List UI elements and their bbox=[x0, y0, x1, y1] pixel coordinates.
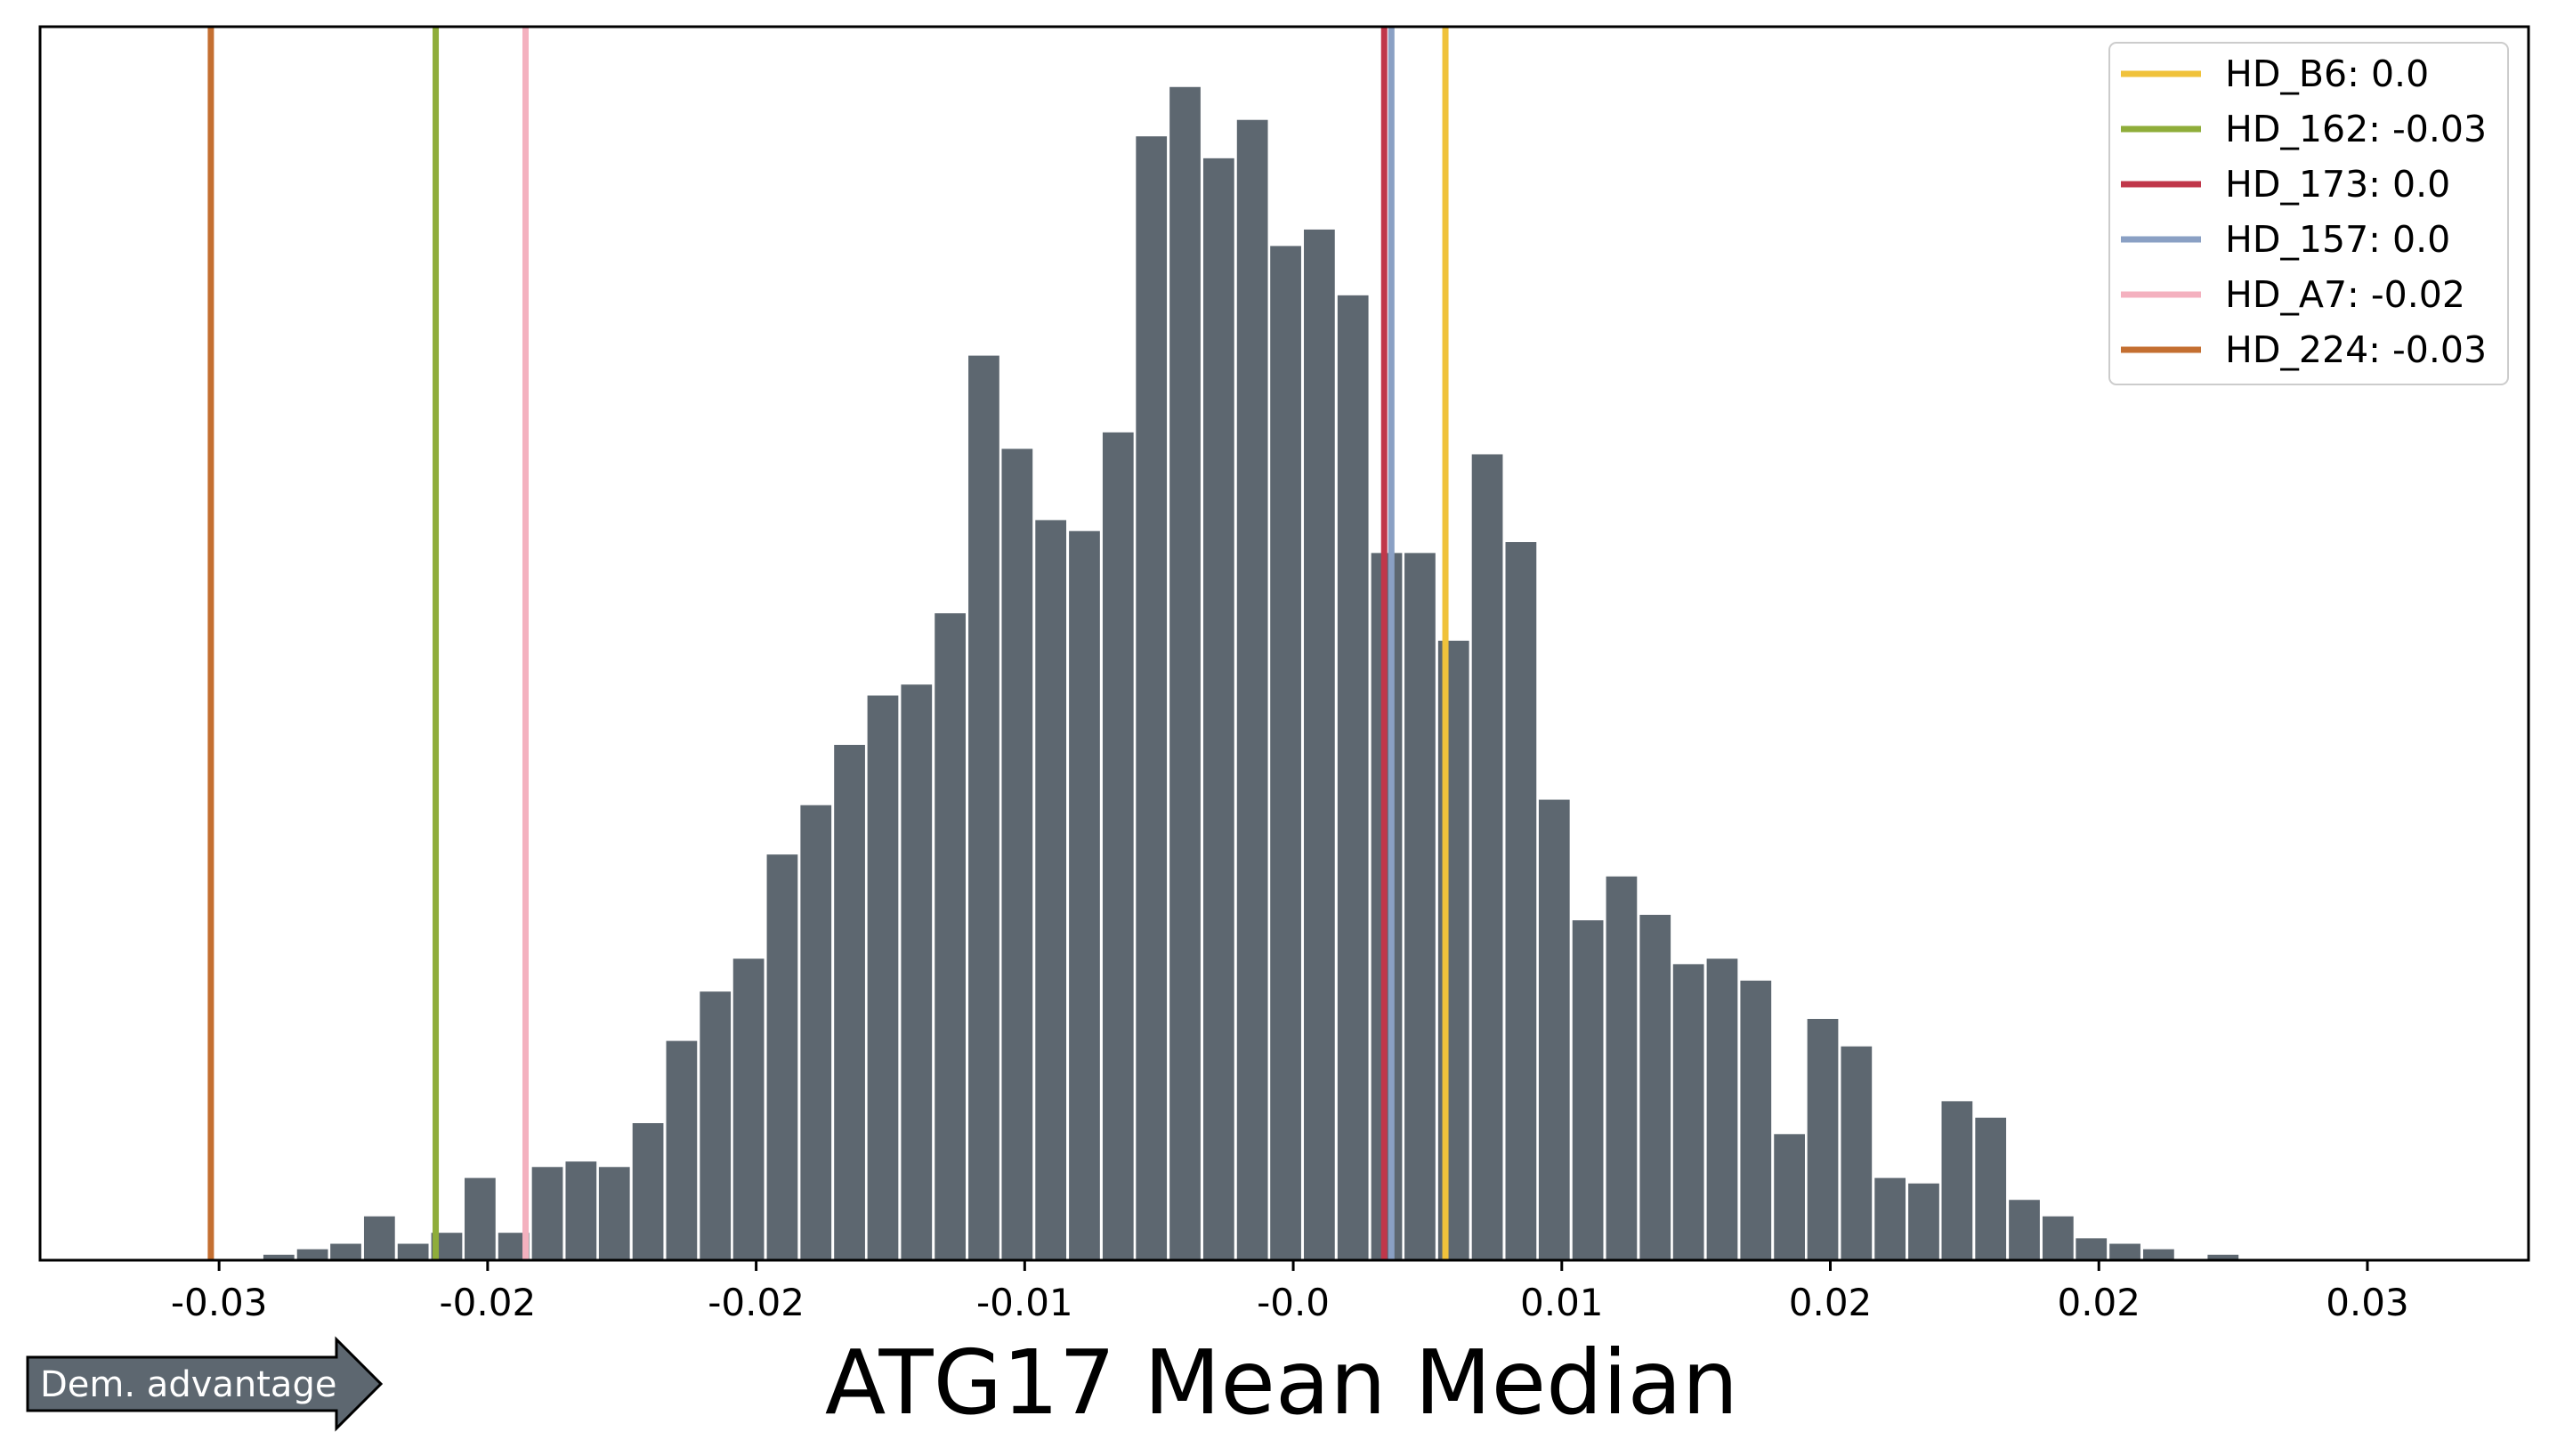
x-tick-label: -0.01 bbox=[976, 1281, 1073, 1324]
x-tick-label: 0.02 bbox=[2057, 1281, 2140, 1324]
histogram-bar bbox=[397, 1243, 429, 1260]
histogram-bar bbox=[1572, 920, 1604, 1260]
arrow-label: Dem. advantage bbox=[40, 1364, 336, 1405]
histogram-bar bbox=[700, 991, 732, 1260]
histogram-bar bbox=[1136, 136, 1168, 1261]
histogram-bar bbox=[465, 1177, 496, 1260]
x-tick-label: -0.0 bbox=[1257, 1281, 1330, 1324]
histogram-bar bbox=[598, 1167, 630, 1260]
histogram-bars bbox=[263, 86, 2239, 1261]
histogram-bar bbox=[330, 1243, 361, 1260]
histogram-bar bbox=[800, 805, 832, 1260]
histogram-bar bbox=[263, 1254, 295, 1260]
histogram-bar bbox=[1706, 959, 1738, 1260]
histogram-bar bbox=[1069, 530, 1100, 1260]
histogram-bar bbox=[2109, 1243, 2140, 1260]
histogram-bar bbox=[2207, 1254, 2239, 1260]
histogram-bar bbox=[1807, 1018, 1839, 1260]
arrow-shape bbox=[26, 1336, 384, 1432]
reference-lines bbox=[207, 27, 1449, 1260]
x-tick-label: -0.02 bbox=[440, 1281, 537, 1324]
histogram-bar bbox=[1202, 158, 1234, 1261]
x-axis-label: ATG17 Mean Median bbox=[825, 1331, 1738, 1435]
legend-box bbox=[2108, 42, 2509, 385]
histogram-bar bbox=[1337, 295, 1369, 1261]
histogram-bar bbox=[1236, 119, 1268, 1261]
histogram-bar bbox=[2143, 1249, 2174, 1260]
histogram-bar bbox=[766, 854, 798, 1260]
x-tick-label: 0.03 bbox=[2326, 1281, 2409, 1324]
histogram-bar bbox=[632, 1123, 664, 1260]
histogram-bar bbox=[1471, 454, 1503, 1261]
histogram-bar bbox=[867, 695, 899, 1260]
histogram-bar bbox=[1001, 449, 1033, 1260]
histogram-bar bbox=[1740, 980, 1772, 1260]
legend-label: HD_224: -0.03 bbox=[2225, 328, 2487, 371]
plot-frame bbox=[38, 25, 2530, 1262]
x-tick-label: 0.02 bbox=[1789, 1281, 1873, 1324]
histogram-bar bbox=[1606, 876, 1638, 1260]
histogram-bar bbox=[901, 684, 933, 1260]
histogram-bar bbox=[2076, 1238, 2108, 1260]
histogram-bar bbox=[1270, 246, 1301, 1260]
histogram-bar bbox=[1304, 229, 1335, 1260]
legend-label: HD_157: 0.0 bbox=[2225, 218, 2450, 261]
histogram-bar bbox=[565, 1161, 597, 1260]
histogram-bar bbox=[1672, 964, 1704, 1260]
histogram-bar bbox=[666, 1040, 698, 1260]
x-tick-label: -0.02 bbox=[708, 1281, 805, 1324]
histogram-bar bbox=[1102, 432, 1134, 1261]
histogram-bar bbox=[1538, 799, 1570, 1260]
dem-advantage-arrow: Dem. advantage bbox=[26, 1336, 384, 1432]
histogram-bar bbox=[935, 613, 966, 1260]
histogram-bar bbox=[2009, 1200, 2040, 1260]
histogram-bar bbox=[834, 744, 865, 1260]
histogram-bar bbox=[1505, 542, 1537, 1260]
histogram-bar bbox=[363, 1216, 395, 1260]
histogram-bar bbox=[1774, 1134, 1805, 1260]
histogram-bar bbox=[1874, 1177, 1906, 1260]
histogram-bar bbox=[732, 959, 765, 1260]
histogram-bar bbox=[1035, 520, 1067, 1260]
legend-label: HD_162: -0.03 bbox=[2225, 108, 2487, 150]
histogram-bar bbox=[1975, 1117, 2007, 1260]
histogram-bar bbox=[531, 1167, 563, 1260]
legend-label: HD_A7: -0.02 bbox=[2225, 273, 2465, 316]
histogram-bar bbox=[1908, 1183, 1939, 1260]
legend-label: HD_173: 0.0 bbox=[2225, 163, 2450, 206]
histogram-bar bbox=[968, 355, 999, 1261]
histogram-bar bbox=[296, 1249, 328, 1260]
histogram-bar bbox=[1841, 1046, 1873, 1260]
x-tick-label: -0.03 bbox=[171, 1281, 268, 1324]
histogram-bar bbox=[1404, 553, 1436, 1260]
legend-label: HD_B6: 0.0 bbox=[2225, 53, 2429, 95]
histogram-bar bbox=[1169, 86, 1201, 1260]
x-tick-label: 0.01 bbox=[1520, 1281, 1604, 1324]
legend: HD_B6: 0.0 HD_162: -0.03 HD_173: 0.0 HD_157… bbox=[2108, 42, 2509, 385]
histogram-bar bbox=[1941, 1101, 1973, 1260]
histogram-bar bbox=[1639, 914, 1671, 1260]
x-axis-ticks: -0.03 -0.02 -0.02 -0.01 -0.0 0.01 0.02 0.02 0.03 bbox=[171, 1260, 2409, 1324]
histogram-bar bbox=[2042, 1216, 2074, 1260]
